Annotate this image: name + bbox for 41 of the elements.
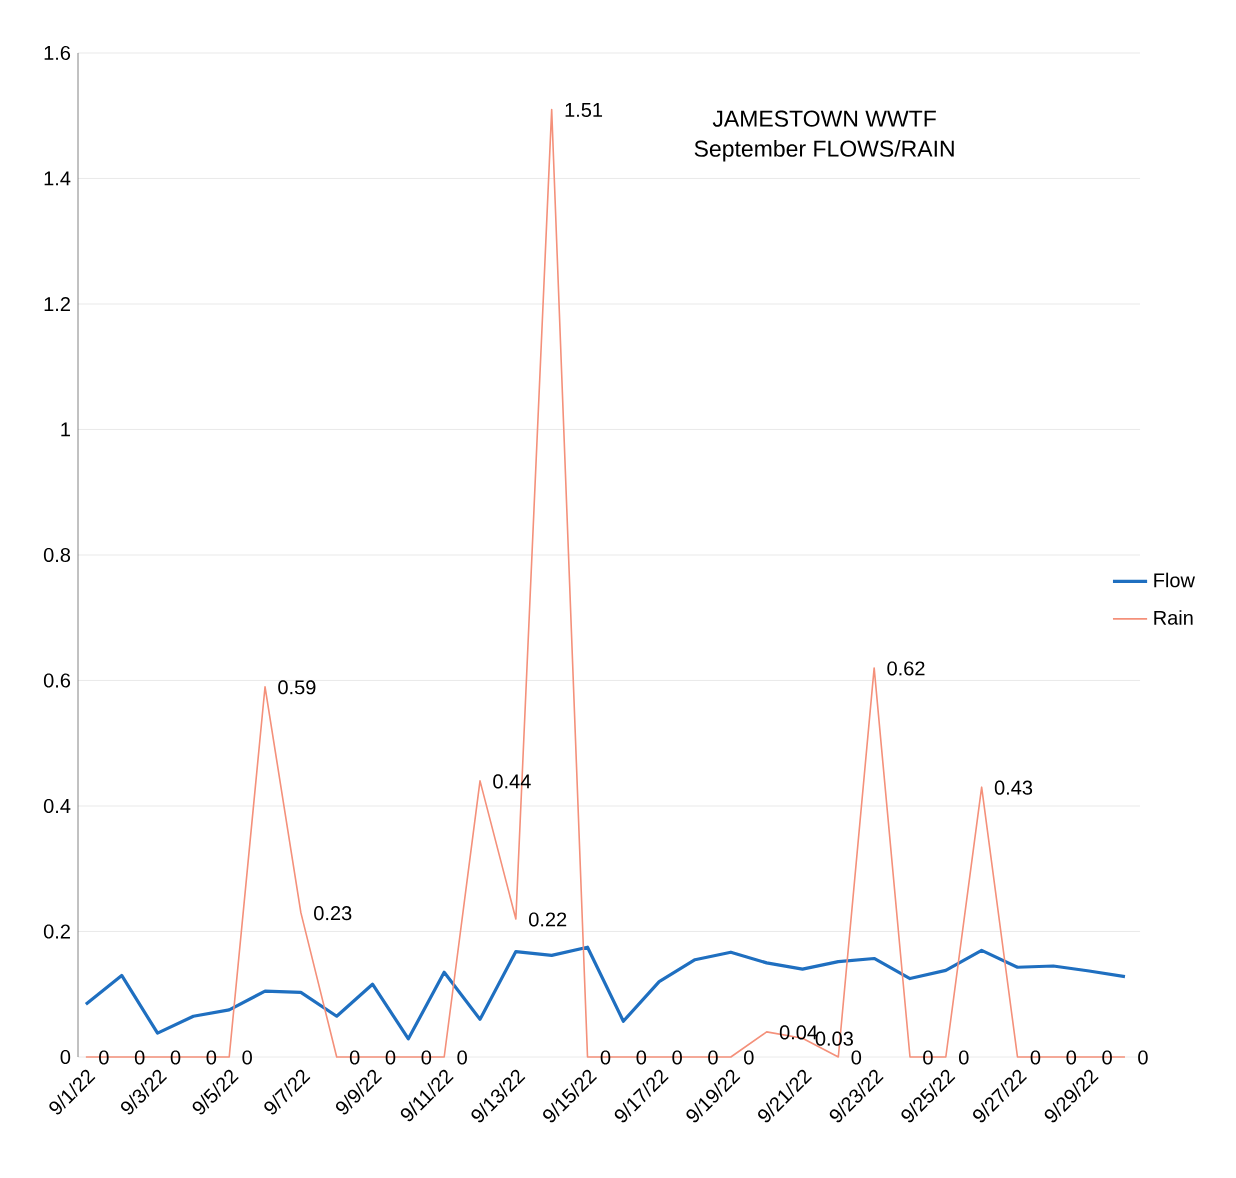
data-label: 0.22 bbox=[529, 912, 567, 927]
y-tick-label: 0.8 bbox=[43, 547, 71, 563]
data-label: 0.43 bbox=[994, 780, 1033, 795]
y-tick-label: 1 bbox=[61, 422, 70, 437]
y-tick-label: 0.6 bbox=[43, 673, 71, 688]
y-tick-label: 1.2 bbox=[44, 297, 70, 311]
data-label: 0 bbox=[744, 1050, 754, 1065]
data-label: 0 bbox=[134, 1050, 145, 1065]
data-label: 0 bbox=[1066, 1050, 1077, 1065]
data-label: 0 bbox=[600, 1050, 611, 1065]
data-label: 0 bbox=[170, 1050, 181, 1065]
data-label: 0 bbox=[206, 1050, 217, 1065]
data-label: 0.44 bbox=[493, 774, 531, 789]
data-label: 0 bbox=[923, 1050, 933, 1065]
data-label: 0 bbox=[708, 1050, 718, 1065]
legend-label: Flow bbox=[1154, 572, 1195, 588]
data-label: 0 bbox=[1102, 1050, 1112, 1065]
data-label: 0 bbox=[242, 1050, 252, 1065]
data-label: 0 bbox=[1138, 1050, 1148, 1065]
data-label: 0 bbox=[421, 1050, 432, 1065]
y-tick-label: 0 bbox=[60, 1049, 71, 1065]
data-label: 1.51 bbox=[565, 103, 603, 118]
data-label: 0 bbox=[349, 1050, 360, 1065]
data-label: 0 bbox=[385, 1050, 396, 1065]
y-tick-label: 1.6 bbox=[44, 45, 71, 61]
data-label: 0 bbox=[636, 1050, 647, 1065]
text: September FLOWS/RAIN bbox=[694, 139, 954, 162]
y-tick-label: 0.4 bbox=[43, 798, 71, 814]
data-label: 0.59 bbox=[278, 680, 316, 695]
data-label: 0 bbox=[457, 1050, 467, 1065]
data-label: 0 bbox=[959, 1050, 969, 1065]
data-label: 0 bbox=[851, 1050, 862, 1065]
y-tick-label: 1.4 bbox=[44, 171, 71, 186]
legend-label: Rain bbox=[1154, 610, 1193, 625]
data-label: 0.23 bbox=[314, 906, 352, 921]
data-label: 0 bbox=[1030, 1050, 1041, 1065]
y-tick-label: 0.2 bbox=[43, 924, 70, 939]
data-label: 0 bbox=[672, 1050, 682, 1065]
data-label: 0.62 bbox=[887, 661, 925, 676]
data-label: 0 bbox=[99, 1050, 109, 1065]
text: JAMESTOWN WWTF bbox=[712, 110, 936, 127]
